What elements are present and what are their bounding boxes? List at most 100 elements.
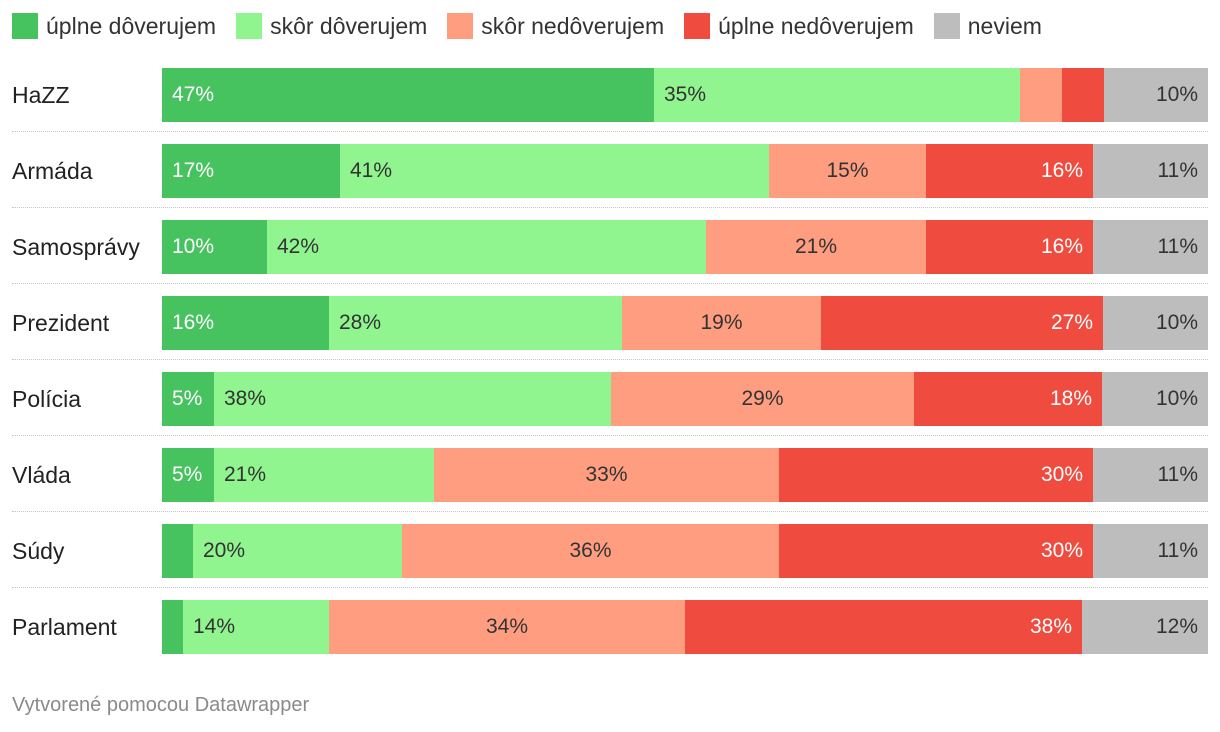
bar-segment: 10% (1103, 296, 1208, 350)
data-label: 38% (224, 387, 267, 410)
legend-swatch (447, 13, 474, 39)
bar-row: Polícia 5% 38% 29% 18% 10% (12, 372, 1208, 426)
data-label: 21% (794, 235, 838, 258)
bar-segment: 5% (162, 372, 214, 426)
data-label: 14% (193, 615, 236, 638)
bar-segment (162, 600, 183, 654)
legend-item: skôr dôverujem (236, 13, 427, 40)
data-label: 17% (172, 159, 215, 182)
data-label: 10% (1155, 387, 1198, 410)
legend-item: neviem (933, 12, 1042, 40)
row-divider (12, 131, 1208, 132)
legend-label: úplne dôverujem (46, 12, 217, 39)
bar-segment: 47% (162, 68, 654, 122)
bar-segment: 18% (914, 372, 1102, 426)
data-label: 5% (172, 387, 203, 410)
row-divider (12, 359, 1208, 360)
legend-item: úplne nedôverujem (684, 13, 914, 40)
legend-item: úplne dôverujem (12, 13, 216, 40)
category-label: Polícia (12, 386, 82, 412)
data-label: 34% (485, 615, 529, 638)
bar-row: Prezident 16% 28% 19% 27% 10% (12, 296, 1208, 350)
data-label: 11% (1157, 159, 1198, 182)
stacked-bar: 47% 35% 10% (162, 68, 1208, 122)
data-label: 5% (172, 463, 203, 486)
data-label: 15% (826, 159, 869, 182)
bar-segment: 11% (1093, 220, 1208, 274)
bar-segment: 12% (1082, 600, 1208, 654)
stacked-bar: 5% 38% 29% 18% 10% (162, 372, 1208, 426)
bar-segment: 21% (214, 448, 434, 502)
legend-swatch (933, 13, 960, 39)
data-label: 16% (1040, 159, 1083, 182)
data-label: 27% (1050, 311, 1093, 334)
bar-row: Samosprávy 10% 42% 21% 16% 11% (12, 220, 1208, 274)
bar-segment: 10% (162, 220, 267, 274)
bar-segment: 16% (162, 296, 329, 350)
bar-segment: 10% (1104, 68, 1208, 122)
row-divider (12, 283, 1208, 284)
legend-label: neviem (967, 12, 1042, 39)
legend-item: skôr nedôverujem (447, 13, 664, 40)
legend-label: úplne nedôverujem (718, 12, 914, 39)
bar-segment: 14% (183, 600, 329, 654)
bar-segment: 10% (1102, 372, 1208, 426)
data-label: 33% (585, 463, 628, 486)
bar-segment (1020, 68, 1062, 122)
bar-segment: 17% (162, 144, 340, 198)
bar-segment (1062, 68, 1104, 122)
category-label: Parlament (12, 614, 117, 640)
bar-segment: 38% (214, 372, 611, 426)
data-label: 10% (1155, 83, 1198, 106)
bar-segment: 35% (654, 68, 1020, 122)
category-label: Armáda (12, 158, 93, 184)
bar-segment (162, 524, 193, 578)
bar-segment: 5% (162, 448, 214, 502)
chart-legend: úplne dôverujem skôr dôverujem skôr nedôve… (12, 10, 1062, 42)
data-label: 16% (172, 311, 215, 334)
bar-segment: 16% (926, 144, 1093, 198)
data-label: 10% (1155, 311, 1198, 334)
legend-swatch (684, 13, 711, 39)
data-label: 28% (339, 311, 382, 334)
bar-segment: 42% (267, 220, 706, 274)
category-label: Samosprávy (12, 234, 140, 260)
stacked-bar: 5% 21% 33% 30% 11% (162, 448, 1208, 502)
bar-segment: 36% (402, 524, 779, 578)
bar-segment: 20% (193, 524, 402, 578)
data-label: 30% (1040, 463, 1083, 486)
row-divider (12, 435, 1208, 436)
row-divider (12, 207, 1208, 208)
bar-segment: 11% (1093, 144, 1208, 198)
bar-segment: 11% (1093, 524, 1208, 578)
bar-segment: 30% (779, 448, 1093, 502)
data-label: 11% (1157, 539, 1198, 562)
data-label: 11% (1157, 235, 1198, 258)
data-label: 41% (350, 159, 393, 182)
data-label: 20% (203, 539, 246, 562)
bar-segment: 21% (706, 220, 926, 274)
data-label: 11% (1157, 463, 1198, 486)
category-label: Vláda (12, 462, 71, 488)
row-divider (12, 587, 1208, 588)
data-label: 29% (741, 387, 784, 410)
stacked-bar: 14% 34% 38% 12% (162, 600, 1208, 654)
bar-row: Parlament 14% 34% 38% 12% (12, 600, 1208, 654)
bar-segment: 11% (1093, 448, 1208, 502)
bar-segment: 30% (779, 524, 1093, 578)
bar-row: HaZZ 47% 35% 10% (12, 68, 1208, 122)
stacked-bar: 10% 42% 21% 16% 11% (162, 220, 1208, 274)
bar-segment: 19% (622, 296, 821, 350)
stacked-bar: 20% 36% 30% 11% (162, 524, 1208, 578)
bar-segment: 29% (611, 372, 914, 426)
bar-segment: 28% (329, 296, 622, 350)
bar-row: Súdy 20% 36% 30% 11% (12, 524, 1208, 578)
bar-segment: 27% (821, 296, 1103, 350)
data-label: 12% (1155, 615, 1198, 638)
data-label: 16% (1040, 235, 1083, 258)
stacked-bar: 17% 41% 15% 16% 11% (162, 144, 1208, 198)
bar-segment: 15% (769, 144, 926, 198)
legend-label: skôr dôverujem (270, 12, 428, 39)
data-label: 19% (700, 311, 743, 334)
data-label: 10% (172, 235, 215, 258)
